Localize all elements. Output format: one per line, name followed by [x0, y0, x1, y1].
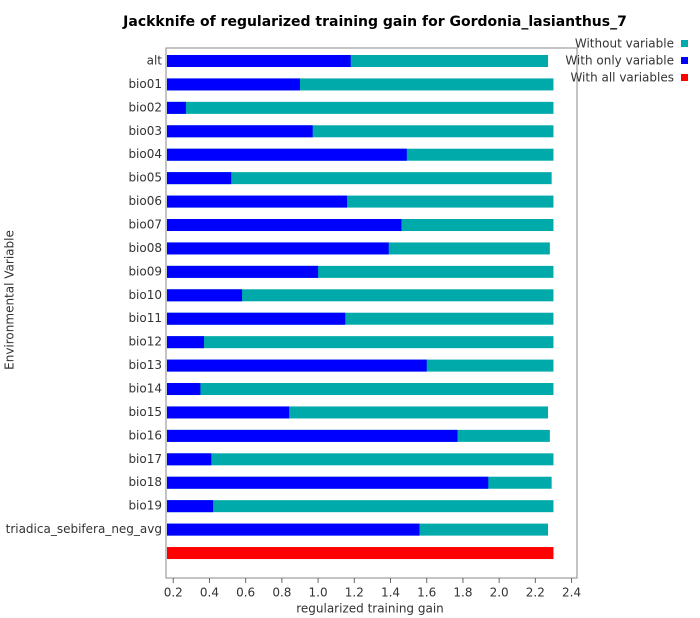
y-tick-label: bio09 — [128, 264, 162, 278]
legend-label: With all variables — [570, 71, 674, 85]
bar — [167, 101, 554, 114]
bar — [167, 101, 186, 114]
y-tick-label: bio16 — [128, 428, 162, 442]
y-tick-label: bio13 — [128, 358, 162, 372]
y-tick-label: bio10 — [128, 288, 162, 302]
x-tick-label: 1.4 — [381, 586, 400, 600]
x-tick-label: 1.8 — [453, 586, 472, 600]
bar — [167, 476, 489, 489]
bar — [167, 242, 389, 255]
bar — [167, 78, 300, 91]
bar — [167, 523, 420, 536]
bar — [167, 359, 427, 372]
bar — [167, 383, 554, 396]
y-tick-label: bio01 — [128, 77, 162, 91]
x-tick-label: 0.2 — [164, 586, 183, 600]
y-tick-label: bio15 — [128, 405, 162, 419]
y-tick-label: bio12 — [128, 335, 162, 349]
y-tick-label: bio03 — [128, 124, 162, 138]
bar — [167, 547, 554, 560]
bar — [167, 219, 402, 232]
y-tick-label: bio14 — [128, 382, 162, 396]
bar — [167, 453, 212, 466]
y-tick-label: alt — [147, 54, 163, 68]
y-tick-label: bio17 — [128, 452, 162, 466]
y-tick-label: bio11 — [128, 311, 162, 325]
y-tick-label: bio06 — [128, 194, 162, 208]
y-tick-label: bio07 — [128, 218, 162, 232]
x-tick-label: 0.6 — [236, 586, 255, 600]
y-tick-label: bio08 — [128, 241, 162, 255]
bar — [167, 336, 554, 349]
x-axis-label: regularized training gain — [296, 602, 444, 616]
bar — [167, 195, 348, 208]
legend-swatch — [681, 57, 688, 64]
y-tick-label: bio04 — [128, 147, 162, 161]
bar — [167, 312, 346, 325]
x-tick-label: 1.0 — [309, 586, 328, 600]
legend-swatch — [681, 74, 688, 81]
bar — [167, 125, 313, 138]
bar — [167, 172, 552, 185]
bar — [167, 500, 214, 513]
y-tick-label: triadica_sebifera_neg_avg — [6, 522, 162, 536]
legend-swatch — [681, 40, 688, 47]
bar — [167, 289, 243, 302]
y-axis-label: Environmental Variable — [3, 230, 17, 370]
x-tick-label: 2.2 — [526, 586, 545, 600]
x-tick-label: 2.4 — [562, 586, 581, 600]
bar — [167, 289, 554, 302]
x-tick-label: 0.4 — [200, 586, 219, 600]
y-tick-label: bio02 — [128, 100, 162, 114]
bar — [167, 453, 554, 466]
bar — [167, 500, 554, 513]
bar — [167, 406, 290, 419]
y-tick-label: bio19 — [128, 499, 162, 513]
bar — [167, 265, 319, 278]
y-tick-label: bio18 — [128, 475, 162, 489]
bar — [167, 429, 458, 442]
legend-label: With only variable — [565, 54, 674, 68]
x-tick-label: 1.2 — [345, 586, 364, 600]
bar — [167, 55, 351, 67]
y-tick-label: bio05 — [128, 171, 162, 185]
chart-title: Jackknife of regularized training gain f… — [122, 14, 627, 30]
bar — [167, 383, 201, 396]
x-tick-label: 2.0 — [490, 586, 509, 600]
legend-label: Without variable — [575, 37, 674, 51]
bar — [167, 172, 232, 185]
x-tick-label: 1.6 — [417, 586, 436, 600]
bar — [167, 148, 407, 161]
bar — [167, 336, 205, 349]
x-tick-label: 0.8 — [272, 586, 291, 600]
